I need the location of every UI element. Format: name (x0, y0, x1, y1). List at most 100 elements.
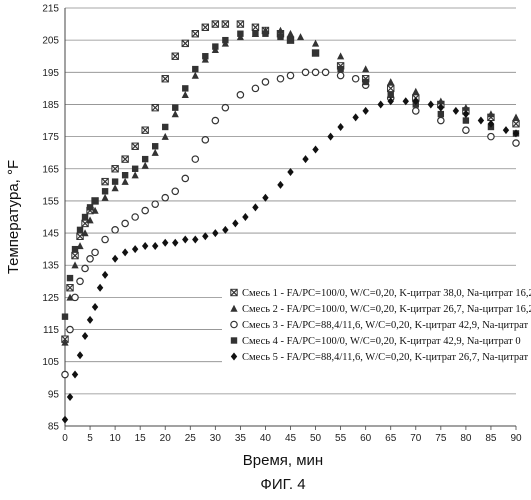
series-3-point (222, 104, 228, 110)
series-1-point (142, 127, 148, 133)
series-3-point (212, 117, 218, 123)
series-5-point (112, 255, 118, 263)
series-2-point (112, 184, 119, 191)
series-5 (62, 97, 519, 423)
series-3-point (277, 76, 283, 82)
series-5-point (212, 229, 218, 237)
series-5-point (82, 332, 88, 340)
series-1-point (122, 156, 128, 162)
x-tick-label: 80 (460, 433, 472, 444)
series-5-point (87, 316, 93, 324)
legend-marker-1 (231, 289, 237, 295)
legend-entry-2: Смесь 2 - FA/PC=100/0, W/C=0,20, K-цитра… (242, 304, 531, 315)
series-2-point (412, 88, 419, 95)
series-3-point (352, 76, 358, 82)
series-3-point (152, 201, 158, 207)
series-3-point (463, 127, 469, 133)
series-5-point (97, 284, 103, 292)
series-4-point (92, 198, 98, 204)
series-5-point (478, 117, 484, 125)
series-5-point (232, 219, 238, 227)
series-3-point (438, 117, 444, 123)
series-4-point (463, 117, 469, 123)
series-4-point (62, 313, 68, 319)
series-3-point (202, 137, 208, 143)
y-tick-label: 155 (42, 196, 59, 207)
series-4-point (438, 111, 444, 117)
series-5-point (312, 145, 318, 153)
series-4-point (152, 143, 158, 149)
x-tick-label: 25 (185, 433, 197, 444)
series-5-point (403, 97, 409, 105)
y-tick-label: 165 (42, 164, 59, 175)
series-2-point (152, 149, 159, 156)
series-1-point (162, 76, 168, 82)
series-1-point (202, 24, 208, 30)
y-tick-label: 175 (42, 132, 59, 143)
legend-marker-3 (231, 321, 237, 327)
series-1-point (112, 166, 118, 172)
series-5-point (453, 107, 459, 115)
x-tick-label: 75 (435, 433, 447, 444)
series-3-point (112, 227, 118, 233)
x-tick-label: 30 (210, 433, 222, 444)
x-tick-label: 0 (62, 433, 68, 444)
y-tick-label: 135 (42, 261, 59, 272)
series-2-point (172, 110, 179, 117)
series-5-point (72, 371, 78, 379)
series-3-point (132, 214, 138, 220)
x-tick-label: 50 (310, 433, 322, 444)
x-tick-label: 65 (385, 433, 397, 444)
series-4-point (237, 31, 243, 37)
series-3-point (312, 69, 318, 75)
series-4-point (162, 124, 168, 130)
legend-marker-4 (231, 337, 237, 343)
series-3-point (513, 140, 519, 146)
series-5-point (162, 239, 168, 247)
series-3-point (488, 133, 494, 139)
series-3-point (262, 79, 268, 85)
series-5-point (378, 100, 384, 108)
series-1-point (212, 21, 218, 27)
series-4-point (112, 178, 118, 184)
series-4-point (122, 172, 128, 178)
y-tick-label: 125 (42, 293, 59, 304)
series-5-point (67, 393, 73, 401)
series-5-point (302, 155, 308, 163)
series-3-point (67, 326, 73, 332)
series-2-point (337, 52, 344, 59)
x-tick-label: 15 (135, 433, 147, 444)
series-1-point (82, 220, 88, 226)
series-5-point (182, 236, 188, 244)
series-4-point (102, 188, 108, 194)
series-5-point (262, 194, 268, 202)
series-5-point (327, 133, 333, 141)
series-1-point (513, 121, 519, 127)
series-5-point (428, 100, 434, 108)
series-1-point (237, 21, 243, 27)
x-tick-label: 60 (360, 433, 372, 444)
series-3-point (302, 69, 308, 75)
series-2-point (101, 194, 108, 201)
series-1-point (252, 24, 258, 30)
series-2-point (287, 30, 294, 37)
series-4-point (262, 31, 268, 37)
series-3-point (172, 188, 178, 194)
x-tick-label: 5 (87, 433, 93, 444)
series-5-point (77, 351, 83, 359)
x-tick-label: 85 (485, 433, 497, 444)
series-3-point (82, 265, 88, 271)
series-3-point (192, 156, 198, 162)
series-3-point (102, 236, 108, 242)
series-5-point (192, 236, 198, 244)
y-tick-label: 205 (42, 36, 59, 47)
x-tick-label: 55 (335, 433, 347, 444)
series-3-point (87, 256, 93, 262)
series-5-point (132, 245, 138, 253)
series-5-point (252, 203, 258, 211)
series-4-point (212, 43, 218, 49)
series-2-point (122, 178, 129, 185)
series-4-point (182, 85, 188, 91)
series-3-point (287, 72, 293, 78)
series-1-point (182, 40, 188, 46)
